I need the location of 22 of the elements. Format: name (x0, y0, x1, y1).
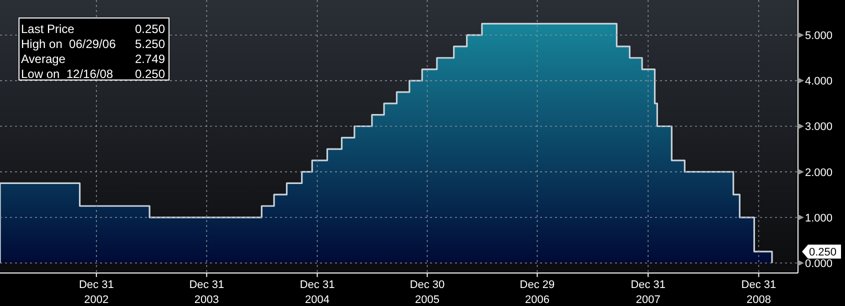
annotation: 5.250 (134, 37, 166, 51)
y-tick-label: 3.000 (805, 121, 833, 134)
x-tick-label: Dec 31 2002 (78, 279, 114, 306)
x-tick-label: Dec 30 2005 (410, 279, 445, 306)
annotation: High on 06/29/06 (21, 37, 116, 51)
y-tick-label: 2.000 (805, 166, 833, 179)
annotation: 2.749 (134, 52, 166, 66)
x-tick-label: Dec 29 2006 (520, 279, 555, 306)
x-tick-label: Dec 31 2008 (741, 279, 776, 306)
x-tick-label: Dec 31 2003 (189, 279, 224, 306)
x-tick-label: Dec 31 2007 (630, 279, 666, 306)
annotation: 0.250 (134, 22, 166, 36)
annotation: Average (21, 52, 66, 66)
x-tick-label: Dec 31 2004 (300, 279, 335, 306)
annotation: Low on 12/16/08 (21, 67, 114, 81)
annotation: Last Price (21, 22, 75, 36)
y-tick-label: 1.000 (805, 212, 833, 224)
annotation: 0.250 (134, 67, 166, 81)
y-tick-label: 0.000 (805, 258, 833, 270)
y-tick-label: 4.000 (805, 76, 833, 88)
text: 0.250 (809, 246, 837, 259)
y-tick-label: 5.000 (805, 30, 833, 42)
